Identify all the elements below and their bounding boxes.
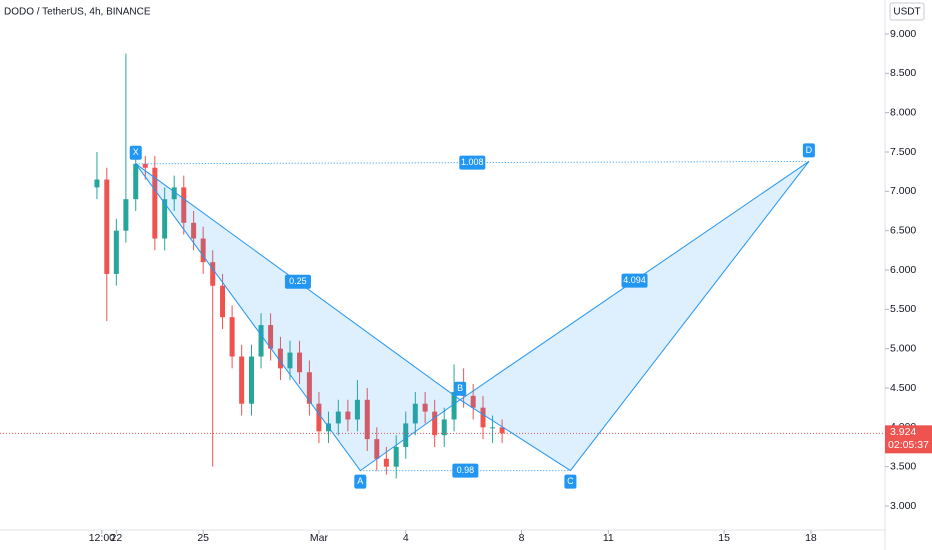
candle-body [142, 163, 148, 168]
candle-body [133, 163, 139, 200]
candle-body [364, 399, 370, 440]
x-tick-label: 12:00 [89, 532, 115, 544]
candle-body [277, 348, 283, 369]
candle-body [412, 403, 418, 424]
x-tick-label: 22 [110, 532, 122, 544]
point-box [802, 143, 815, 158]
candle-body [229, 317, 235, 357]
candle-body [104, 179, 110, 274]
y-tick-label: 8.000 [890, 106, 916, 118]
candle-body [432, 411, 438, 436]
y-tick-label: 7.500 [890, 146, 916, 158]
x-tick-label: 8 [519, 532, 525, 544]
candle-body [181, 187, 187, 223]
ratio-label: 4.094 [623, 275, 646, 285]
y-tick-label: 5.500 [890, 303, 916, 315]
candle-body [383, 458, 389, 467]
point-box [354, 474, 367, 489]
point-label: X [133, 147, 139, 157]
point-label: C [567, 476, 574, 486]
candle-body [171, 187, 177, 200]
candle-body [191, 222, 197, 239]
currency-label: USDT [893, 7, 920, 18]
currency-button[interactable] [889, 2, 925, 21]
candle-body [403, 423, 409, 448]
candle-body [268, 325, 274, 349]
last-price-box [885, 425, 932, 454]
candle-body [480, 407, 486, 428]
candle-body [470, 395, 476, 408]
candle-body [123, 199, 129, 231]
y-tick-label: 5.000 [890, 342, 916, 354]
candle-body [441, 419, 447, 436]
candle-body [490, 427, 496, 429]
ratio-box [459, 155, 486, 170]
y-tick-label: 6.500 [890, 224, 916, 236]
candle-body [499, 427, 505, 434]
candle-body [258, 325, 264, 357]
y-tick-label: 8.500 [890, 67, 916, 79]
candle-body [451, 391, 457, 420]
y-tick-label: 4.500 [890, 382, 916, 394]
ratio-label: 0.98 [457, 465, 475, 475]
point-box [564, 474, 577, 489]
candle-body [210, 262, 216, 286]
point-box [454, 381, 467, 396]
candle-body [248, 356, 254, 404]
ratio-box [621, 273, 648, 288]
candle-body [94, 179, 100, 188]
y-tick-label: 9.000 [890, 28, 916, 40]
candle-body [335, 411, 341, 424]
ratio-label: 0.25 [289, 276, 307, 286]
x-tick-label: 11 [603, 532, 614, 544]
candle-body [393, 447, 399, 467]
candle-body [162, 199, 168, 239]
y-tick-label: 3.500 [890, 460, 916, 472]
candle-body [152, 167, 158, 239]
candle-body [239, 356, 245, 404]
candle-body [374, 439, 380, 459]
candle-body [287, 352, 293, 369]
candle-body [297, 352, 303, 373]
point-label: A [357, 476, 363, 486]
candle-body [316, 403, 322, 432]
plot [0, 53, 885, 479]
candle-body [422, 403, 428, 412]
candle-body [345, 411, 351, 420]
ratio-box [452, 463, 479, 478]
point-label: D [806, 145, 813, 155]
candle-body [200, 238, 206, 263]
countdown-label: 02:05:37 [888, 439, 929, 451]
grid: 3.0003.5004.0004.5005.0005.5006.0006.500… [89, 28, 917, 544]
candle-body [354, 399, 360, 420]
x-tick-label: 18 [805, 532, 817, 544]
y-tick-label: 7.000 [890, 185, 916, 197]
x-tick-label: 4 [403, 532, 409, 544]
point-label: B [457, 383, 463, 393]
y-tick-label: 6.000 [890, 264, 916, 276]
candle-body [306, 372, 312, 404]
y-tick-label: 3.000 [890, 500, 916, 512]
chart-title: DODO / TetherUS, 4h, BINANCE [4, 7, 151, 18]
candle-body [220, 285, 226, 318]
candle-body [113, 230, 119, 274]
point-box [129, 145, 142, 160]
x-tick-label: Mar [310, 532, 329, 544]
ratio-box [284, 274, 311, 289]
x-tick-label: 25 [197, 532, 209, 544]
last-price-label: 3.924 [890, 426, 916, 438]
ratio-label: 1.008 [461, 157, 484, 167]
x-tick-label: 15 [718, 532, 730, 544]
